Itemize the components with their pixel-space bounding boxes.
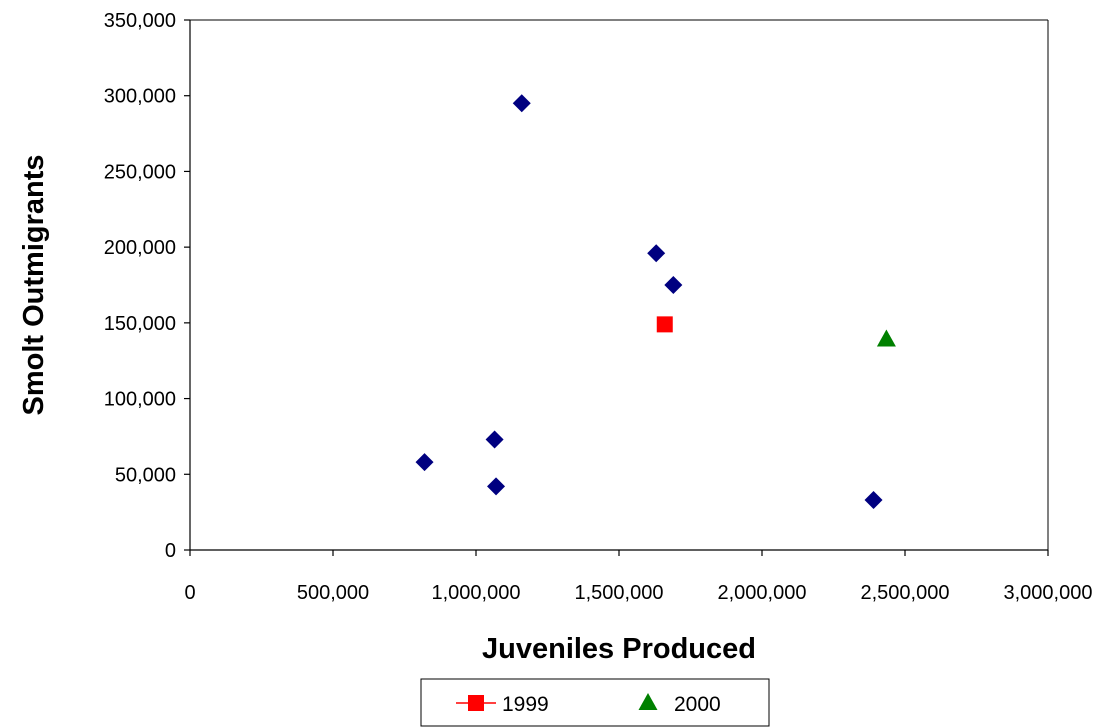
plot-area xyxy=(189,19,1049,551)
legend-label-2000: 2000 xyxy=(674,693,721,716)
legend-marker-2000 xyxy=(638,693,658,710)
y-tick-label: 150,000 xyxy=(104,313,176,335)
data-points xyxy=(415,94,896,510)
x-axis-ticks: 0 500,000 1,000,000 1,500,000 2,000,000 2,500… xyxy=(184,550,1092,604)
x-axis-title: Juveniles Produced xyxy=(482,633,756,665)
y-axis-ticks: 0 50,000 100,000 150,000 200,000 250,000 300,0… xyxy=(104,10,190,562)
y-tick-label: 350,000 xyxy=(104,10,176,32)
diamond-point xyxy=(485,430,504,449)
diamond-point xyxy=(647,244,666,263)
y-tick-label: 100,000 xyxy=(104,389,176,411)
square-point-1999 xyxy=(656,316,673,333)
legend-items: 1999 2000 xyxy=(456,693,721,716)
y-tick-label: 0 xyxy=(165,540,176,562)
x-tick-label: 3,000,000 xyxy=(1004,582,1093,604)
x-tick-label: 2,000,000 xyxy=(718,582,807,604)
x-tick-label: 1,500,000 xyxy=(575,582,664,604)
x-tick-label: 500,000 xyxy=(297,582,369,604)
y-tick-label: 250,000 xyxy=(104,161,176,183)
legend-label-1999: 1999 xyxy=(502,693,549,716)
y-tick-label: 200,000 xyxy=(104,237,176,259)
x-tick-label: 2,500,000 xyxy=(861,582,950,604)
diamond-point xyxy=(664,276,683,294)
diamond-point xyxy=(415,453,434,472)
legend-marker-1999 xyxy=(468,695,484,711)
diamond-point xyxy=(487,477,506,496)
x-tick-label: 1,000,000 xyxy=(432,582,521,604)
diamond-point xyxy=(864,491,883,510)
legend: 1999 2000 xyxy=(420,678,770,727)
y-tick-label: 300,000 xyxy=(104,86,176,108)
y-tick-label: 50,000 xyxy=(115,464,176,486)
x-tick-label: 0 xyxy=(184,582,195,604)
diamond-point xyxy=(512,94,531,113)
triangle-point-2000 xyxy=(876,329,896,347)
y-axis-title: Smolt Outmigrants xyxy=(18,154,50,415)
